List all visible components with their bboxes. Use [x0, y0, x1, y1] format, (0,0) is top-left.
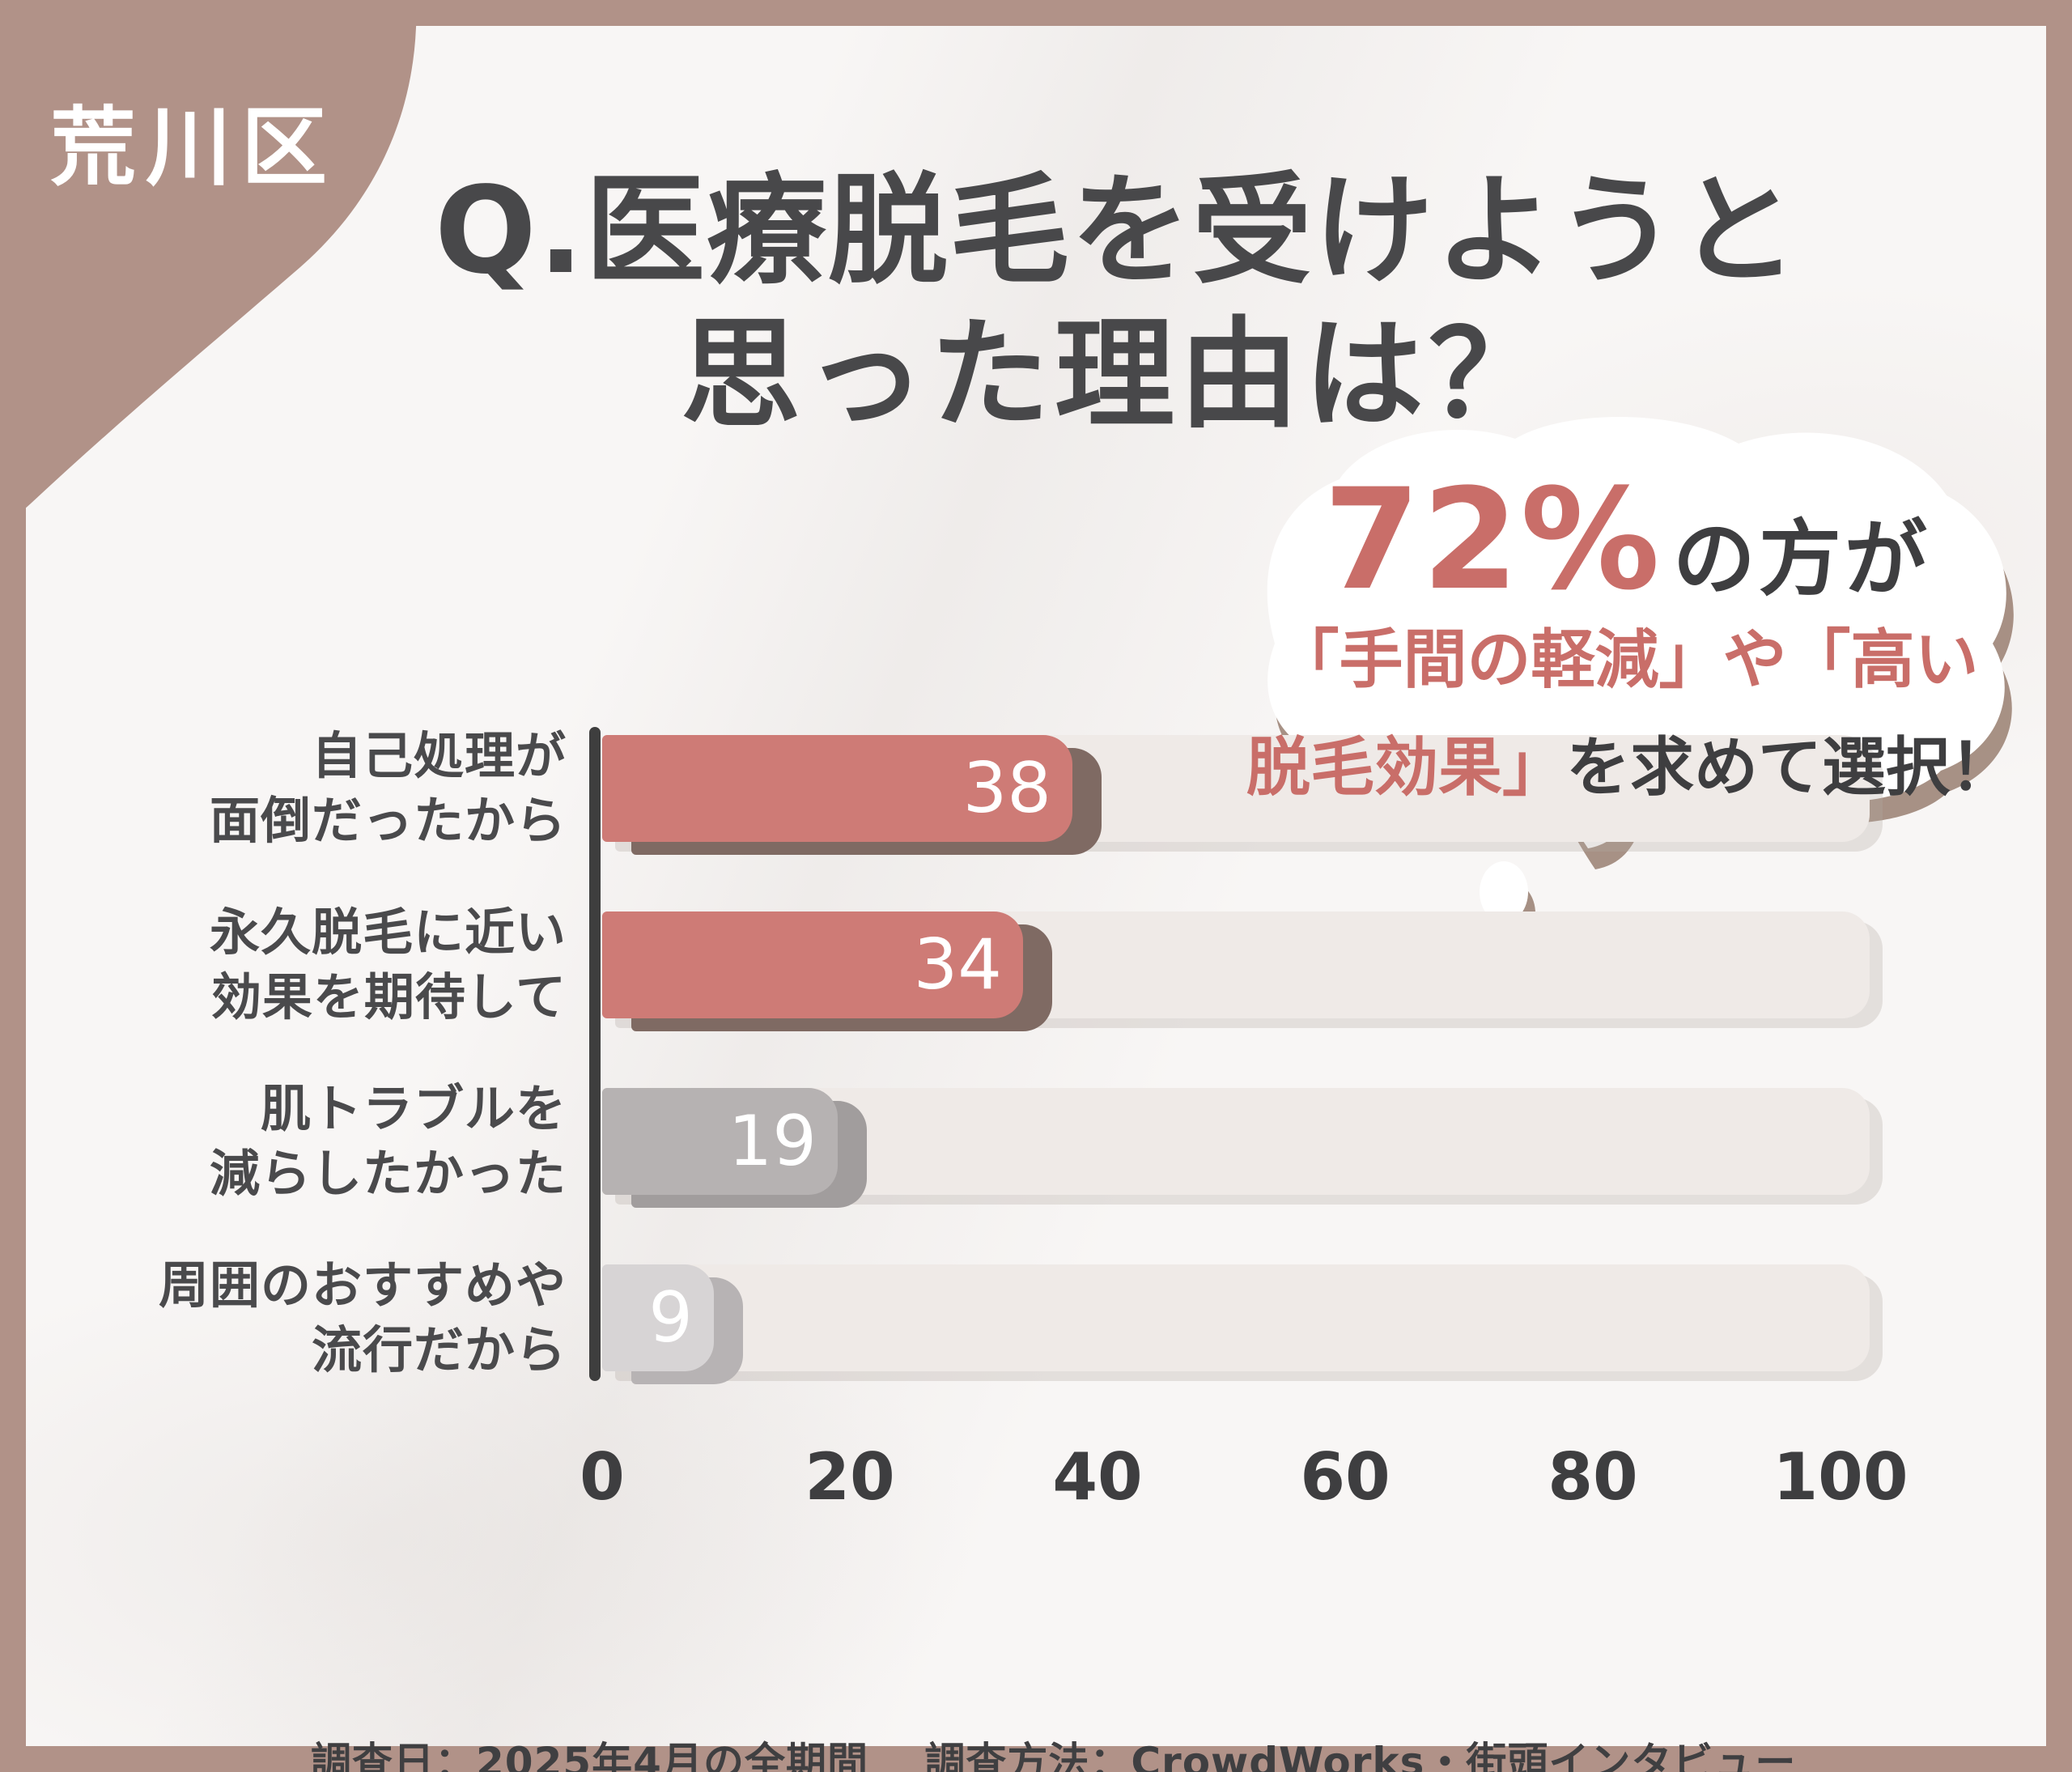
x-axis-tick: 100: [1773, 1439, 1909, 1515]
bubble-line3-rest: を求めて選択！: [1566, 730, 2014, 805]
category-label-line: 永久脱毛に近い: [209, 903, 567, 962]
bar-segment: 9: [602, 1264, 714, 1371]
page-title: Q.医療脱毛を受けようと 思った理由は？: [194, 159, 2040, 447]
chart-row: 永久脱毛に近い 効果を期待して 34: [0, 903, 2072, 1026]
bubble-line3-highlight: 脱毛効果」: [1246, 730, 1566, 805]
category-label-line: 流行だから: [311, 1320, 567, 1379]
category-label: 周囲のおすすめや 流行だから: [159, 1253, 567, 1383]
bar-segment: 34: [602, 911, 1023, 1018]
category-label-line: 効果を期待して: [210, 967, 567, 1026]
bar-value: 34: [913, 924, 1002, 1005]
bubble-text: 72% の方が 「手間の軽減」や「高い 脱毛効果」を求めて選択！: [1246, 458, 2014, 808]
stat-number: 72%: [1323, 458, 1662, 621]
x-axis-tick: 0: [580, 1439, 625, 1515]
bar-segment: 38: [602, 735, 1072, 842]
category-label-line: 面倒だったから: [209, 791, 567, 850]
category-label-line: 肌トラブルを: [260, 1079, 567, 1138]
survey-footnote-line1: 調査日：2025年4月の全期間 調査方法：CrowdWorks・街頭インタビュー: [311, 1739, 1797, 1772]
bar-segment: 19: [602, 1088, 838, 1195]
chart-row: 周囲のおすすめや 流行だから 9: [0, 1256, 2072, 1379]
bubble-stat: 72% の方が: [1246, 458, 2007, 621]
bar-track: [602, 1264, 1870, 1371]
category-label-line: 周囲のおすすめや: [158, 1256, 567, 1315]
stat-suffix: の方が: [1672, 512, 1930, 608]
category-label: 永久脱毛に近い 効果を期待して: [210, 900, 567, 1030]
bar-value: 19: [728, 1101, 817, 1182]
x-axis-tick: 80: [1548, 1439, 1638, 1515]
survey-footnote: 調査日：2025年4月の全期間 調査方法：CrowdWorks・街頭インタビュー…: [311, 1596, 1796, 1772]
bar-value: 9: [648, 1277, 693, 1358]
category-label: 肌トラブルを 減らしたかった: [210, 1077, 567, 1206]
category-label-line: 減らしたかった: [209, 1144, 567, 1203]
badge-label: 荒川区: [50, 98, 337, 198]
y-axis-line: [589, 727, 601, 1381]
bar-value: 38: [962, 748, 1051, 829]
chart-row: 肌トラブルを 減らしたかった 19: [0, 1079, 2072, 1203]
x-axis-tick: 40: [1052, 1439, 1143, 1515]
page-title-line1: Q.医療脱毛を受けようと: [434, 161, 1800, 300]
x-axis-tick: 20: [805, 1439, 895, 1515]
x-axis-tick: 60: [1300, 1439, 1391, 1515]
bubble-line2: 「手間の軽減」や「高い: [1275, 623, 1979, 697]
bubble-line3: 脱毛効果」を求めて選択！: [1246, 715, 2014, 808]
category-label: 自己処理が 面倒だったから: [210, 724, 567, 853]
page-title-line2: 思った理由は？: [681, 305, 1553, 444]
category-label-line: 自己処理が: [311, 726, 567, 785]
